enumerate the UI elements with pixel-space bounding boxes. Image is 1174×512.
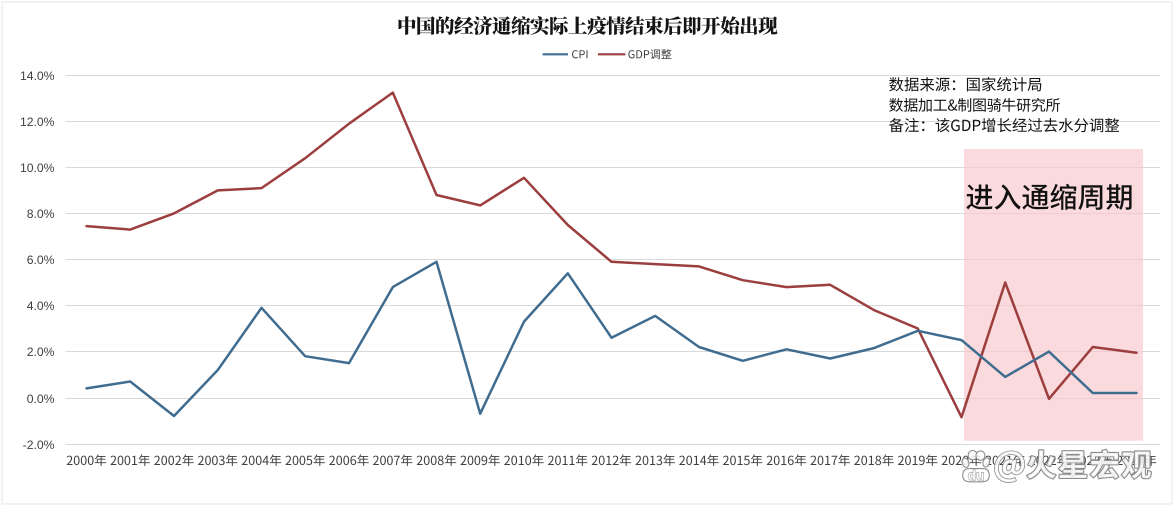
- svg-text:4.0%: 4.0%: [27, 299, 55, 313]
- svg-text:14.0%: 14.0%: [20, 69, 55, 83]
- svg-text:2.0%: 2.0%: [27, 345, 55, 359]
- svg-text:-2.0%: -2.0%: [23, 438, 55, 452]
- svg-text:12.0%: 12.0%: [20, 115, 55, 129]
- svg-text:10.0%: 10.0%: [20, 161, 55, 175]
- svg-text:8.0%: 8.0%: [27, 207, 55, 221]
- svg-text:6.0%: 6.0%: [27, 253, 55, 267]
- svg-text:0.0%: 0.0%: [27, 392, 55, 406]
- svg-text:du: du: [968, 468, 985, 483]
